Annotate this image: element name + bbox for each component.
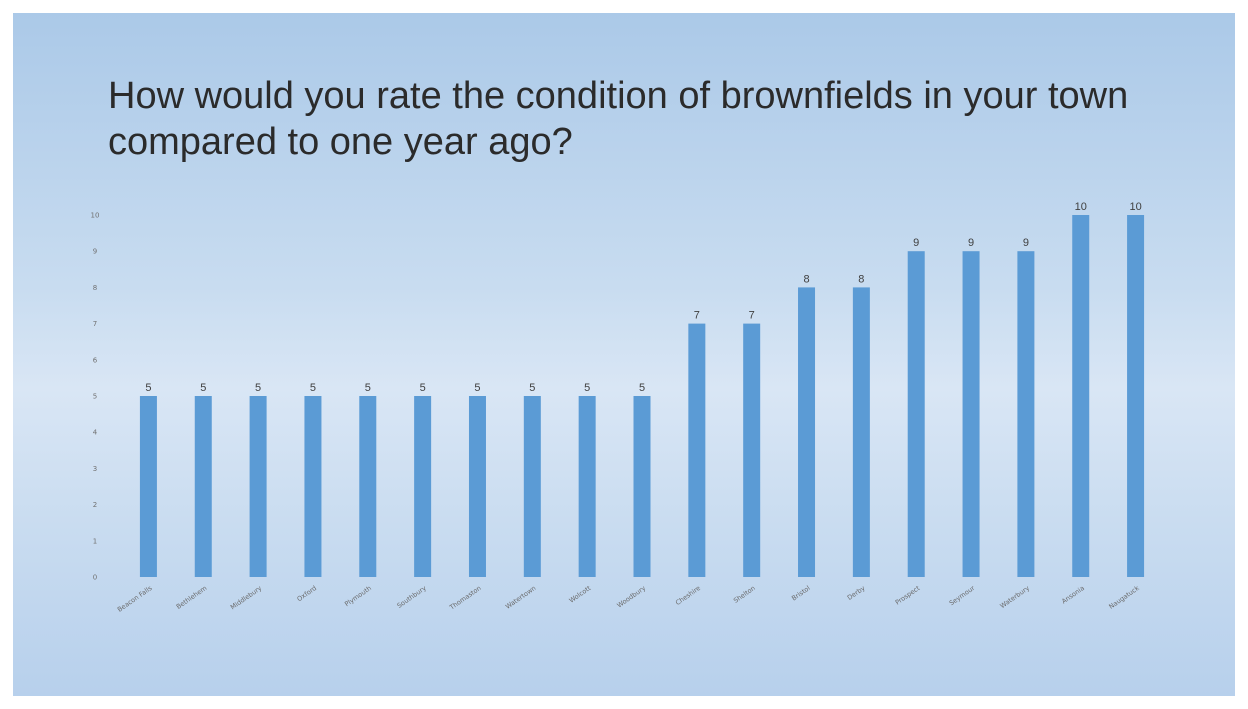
y-tick-label: 10 xyxy=(91,212,100,220)
bar-data-label: 7 xyxy=(749,310,755,322)
bar xyxy=(907,251,925,577)
bar-data-label: 5 xyxy=(310,382,316,394)
bar-data-label: 5 xyxy=(529,382,535,394)
bar-data-label: 5 xyxy=(145,382,151,394)
bar xyxy=(1072,215,1090,577)
x-category-label: Cheshire xyxy=(674,584,702,607)
bar-data-label: 8 xyxy=(858,273,864,285)
y-tick-label: 6 xyxy=(93,356,98,364)
x-category-label: Watertown xyxy=(504,584,537,611)
y-axis: 0 1 2 3 4 5 6 7 8 9 10 xyxy=(91,212,100,582)
y-tick-label: 1 xyxy=(93,537,97,545)
bar xyxy=(194,396,212,577)
bar-data-label: 9 xyxy=(913,237,919,249)
y-tick-label: 0 xyxy=(93,574,97,582)
bar-data-label: 5 xyxy=(474,382,480,394)
x-category-label: Naugatuck xyxy=(1107,584,1141,611)
y-tick-label: 2 xyxy=(93,501,97,509)
bar-data-label: 5 xyxy=(255,382,261,394)
y-tick-label: 5 xyxy=(93,393,97,401)
x-category-label: Woodbury xyxy=(616,584,648,610)
bar-data-label: 5 xyxy=(200,382,206,394)
bar xyxy=(633,396,651,577)
bar-data-label: 5 xyxy=(365,382,371,394)
bar-data-label: 8 xyxy=(803,273,809,285)
bar xyxy=(688,323,706,577)
bar xyxy=(414,396,432,577)
bar xyxy=(1127,215,1145,577)
bar-data-label: 10 xyxy=(1129,201,1141,213)
x-axis: Beacon Falls Bethlehem Middlebury Oxford Ply… xyxy=(116,584,1141,614)
bar-series xyxy=(139,215,1145,577)
bar xyxy=(743,323,761,577)
x-category-label: Thomaston xyxy=(447,584,482,612)
x-category-label: Derby xyxy=(846,584,867,602)
x-category-label: Bristol xyxy=(790,584,812,603)
x-category-label: Beacon Falls xyxy=(116,584,154,614)
y-tick-label: 7 xyxy=(93,320,97,328)
bar xyxy=(962,251,980,577)
x-category-label: Plymouth xyxy=(343,584,373,608)
x-category-label: Middlebury xyxy=(229,584,263,611)
bar xyxy=(1017,251,1035,577)
bar-data-label: 9 xyxy=(968,237,974,249)
x-category-label: Shelton xyxy=(732,584,757,605)
y-tick-label: 8 xyxy=(93,284,97,292)
data-labels: 5 5 5 5 5 5 5 5 5 5 7 7 8 8 9 9 9 10 10 xyxy=(145,201,1141,394)
x-category-label: Oxford xyxy=(296,584,319,603)
x-category-label: Seymour xyxy=(948,584,977,607)
y-tick-label: 4 xyxy=(93,429,98,437)
x-category-label: Prospect xyxy=(894,584,922,607)
slide-title: How would you rate the condition of brow… xyxy=(108,75,1129,163)
bar-data-label: 10 xyxy=(1075,201,1087,213)
bar xyxy=(249,396,267,577)
x-category-label: Southbury xyxy=(396,584,428,610)
bar xyxy=(852,287,870,577)
bar xyxy=(578,396,596,577)
bar xyxy=(304,396,322,577)
x-category-label: Waterbury xyxy=(999,584,1032,610)
y-tick-label: 9 xyxy=(93,248,97,256)
x-category-label: Wolcott xyxy=(568,584,593,605)
bar xyxy=(523,396,541,577)
bar-data-label: 5 xyxy=(584,382,590,394)
bar xyxy=(139,396,157,577)
bar-data-label: 7 xyxy=(694,310,700,322)
x-category-label: Ansonia xyxy=(1060,584,1086,605)
bar-data-label: 9 xyxy=(1023,237,1029,249)
slide: How would you rate the condition of brow… xyxy=(13,13,1235,696)
x-category-label: Bethlehem xyxy=(175,584,209,611)
y-tick-label: 3 xyxy=(93,465,97,473)
bar xyxy=(359,396,377,577)
bar xyxy=(468,396,486,577)
bar xyxy=(798,287,816,577)
bar-data-label: 5 xyxy=(639,382,645,394)
bar-data-label: 5 xyxy=(420,382,426,394)
bar-chart: 0 1 2 3 4 5 6 7 8 9 10 5 5 5 5 5 5 5 5 5 5 7 7 8 8 9 9 9 10 10 Beaco… xyxy=(91,201,1145,614)
